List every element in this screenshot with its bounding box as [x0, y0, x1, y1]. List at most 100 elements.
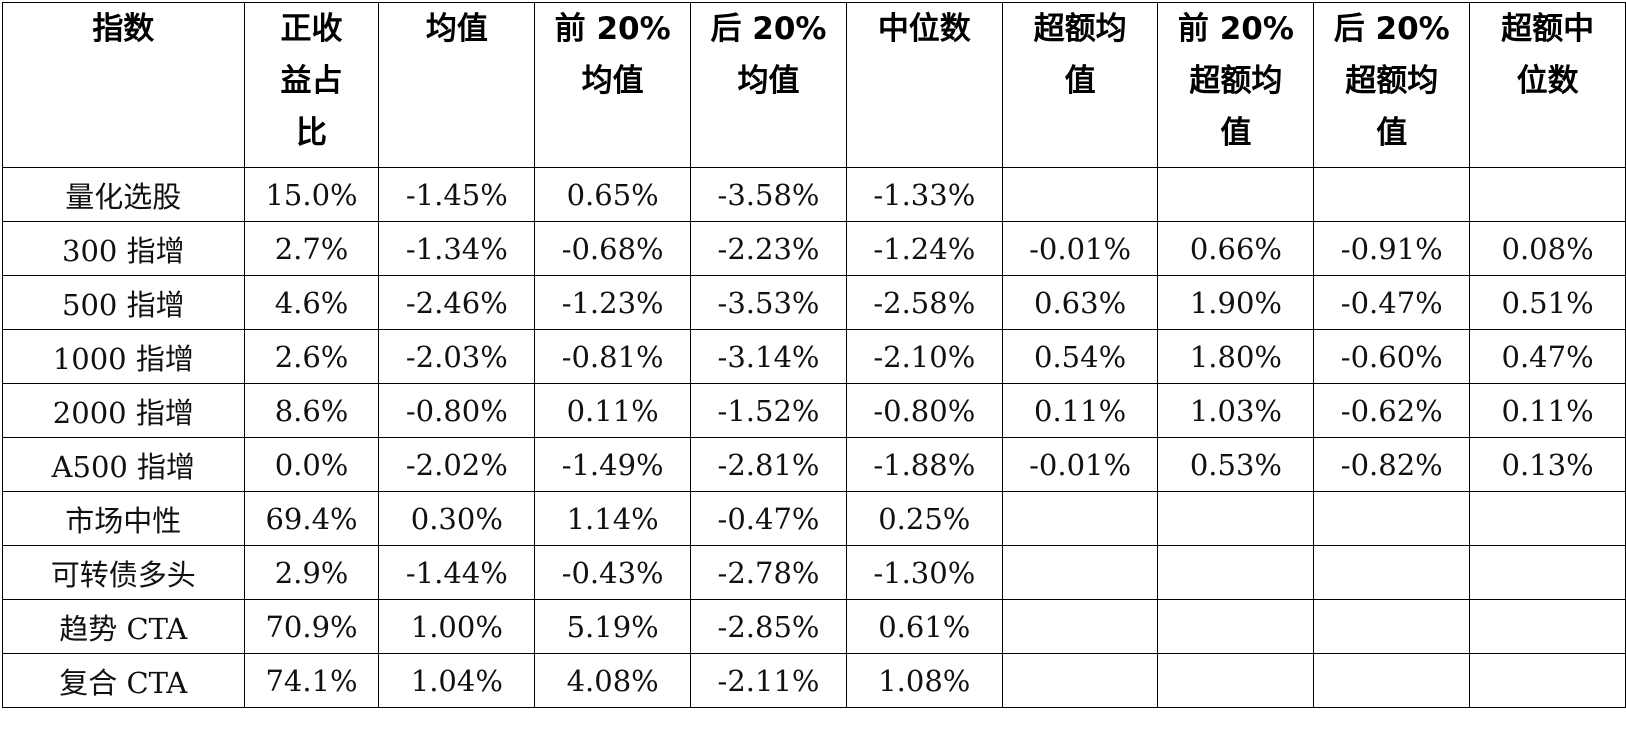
cell: 0.53%	[1157, 437, 1315, 492]
empty-cell	[1469, 545, 1626, 600]
header-cell: 超额中 位数	[1469, 2, 1626, 168]
cell: 0.61%	[845, 599, 1003, 654]
cell: 1.80%	[1157, 329, 1315, 384]
cell: -0.43%	[534, 545, 692, 600]
table-row: 2000 指增 8.6% -0.80% 0.11% -1.52% -0.80% 0.11% 1…	[2, 383, 1626, 438]
cell: -2.81%	[690, 437, 847, 492]
empty-cell	[1313, 545, 1471, 600]
cell: 1.14%	[534, 491, 692, 546]
empty-cell	[1001, 599, 1159, 654]
header-text: 超额均	[1033, 11, 1127, 47]
cell: -1.24%	[845, 221, 1003, 276]
empty-cell	[1001, 491, 1159, 546]
cell: 0.0%	[243, 437, 380, 492]
empty-cell	[1001, 167, 1159, 222]
cell: -0.82%	[1313, 437, 1471, 492]
cell: -1.45%	[378, 167, 536, 222]
header-text: 比	[296, 115, 328, 151]
header-cell: 超额均值	[1001, 2, 1159, 168]
cell: -0.01%	[1001, 437, 1159, 492]
cell: -1.34%	[378, 221, 536, 276]
cell: 1.00%	[378, 599, 536, 654]
header-text: 益占	[280, 63, 343, 99]
header-text: 正收	[280, 11, 343, 47]
cell: 2.9%	[243, 545, 380, 600]
table-row: 趋势 CTA 70.9% 1.00% 5.19% -2.85% 0.61%	[2, 599, 1626, 654]
table-row: 1000 指增 2.6% -2.03% -0.81% -3.14% -2.10% 0.54%…	[2, 329, 1626, 384]
row-label: 量化选股	[2, 167, 245, 222]
row-label: 可转债多头	[2, 545, 245, 600]
header-text: 值	[1220, 115, 1252, 151]
cell: 0.11%	[534, 383, 692, 438]
cell: 0.11%	[1469, 383, 1626, 438]
cell: -0.91%	[1313, 221, 1471, 276]
empty-cell	[1157, 545, 1315, 600]
cell: -0.01%	[1001, 221, 1159, 276]
cell: 74.1%	[243, 653, 380, 708]
cell: 70.9%	[243, 599, 380, 654]
header-cell: 后 20% 超额均值	[1313, 2, 1471, 168]
header-text: 后 20%	[1333, 11, 1450, 47]
cell: 0.25%	[845, 491, 1003, 546]
header-text: 超额中	[1501, 11, 1595, 47]
header-row: 指数 正收 益占比均值前 20% 均值后 20% 均值 中位数 超额均值前 20% 超额均值后…	[2, 2, 1626, 168]
cell: -0.62%	[1313, 383, 1471, 438]
empty-cell	[1157, 653, 1315, 708]
header-text: 中位数	[877, 11, 971, 47]
cell: -2.11%	[690, 653, 847, 708]
row-label: 300 指增	[2, 221, 245, 276]
cell: 1.04%	[378, 653, 536, 708]
header-text: 指数	[92, 11, 155, 47]
cell: 0.63%	[1001, 275, 1159, 330]
cell: -0.47%	[1313, 275, 1471, 330]
row-label: 市场中性	[2, 491, 245, 546]
empty-cell	[1157, 167, 1315, 222]
cell: -1.49%	[534, 437, 692, 492]
cell: 8.6%	[243, 383, 380, 438]
header-text: 后 20%	[710, 11, 827, 47]
header-cell: 后 20% 均值	[690, 2, 847, 168]
header-text: 均值	[425, 11, 488, 47]
cell: 4.08%	[534, 653, 692, 708]
header-cell: 正收 益占比	[243, 2, 380, 168]
cell: 2.6%	[243, 329, 380, 384]
header-text: 值	[1064, 63, 1096, 99]
cell: -1.88%	[845, 437, 1003, 492]
row-label: 1000 指增	[2, 329, 245, 384]
cell: -1.52%	[690, 383, 847, 438]
cell: 1.90%	[1157, 275, 1315, 330]
cell: -0.47%	[690, 491, 847, 546]
cell: 0.65%	[534, 167, 692, 222]
empty-cell	[1313, 653, 1471, 708]
cell: 4.6%	[243, 275, 380, 330]
cell: 0.11%	[1001, 383, 1159, 438]
row-label: A500 指增	[2, 437, 245, 492]
cell: -2.23%	[690, 221, 847, 276]
cell: -0.81%	[534, 329, 692, 384]
table-row: 量化选股 15.0% -1.45% 0.65% -3.58% -1.33%	[2, 167, 1626, 222]
cell: -2.78%	[690, 545, 847, 600]
header-text: 均值	[737, 63, 800, 99]
cell: -3.58%	[690, 167, 847, 222]
header-cell: 中位数	[845, 2, 1003, 168]
cell: -0.80%	[845, 383, 1003, 438]
row-label: 500 指增	[2, 275, 245, 330]
table-row: 500 指增 4.6% -2.46% -1.23% -3.53% -2.58% 0.63% 1…	[2, 275, 1626, 330]
table-row: 可转债多头 2.9% -1.44% -0.43% -2.78% -1.30%	[2, 545, 1626, 600]
table-row: 复合 CTA 74.1% 1.04% 4.08% -2.11% 1.08%	[2, 653, 1626, 708]
header-text: 位数	[1516, 63, 1579, 99]
cell: -2.03%	[378, 329, 536, 384]
header-text: 值	[1376, 115, 1408, 151]
cell: 69.4%	[243, 491, 380, 546]
header-text: 超额均	[1345, 63, 1439, 99]
cell: -2.46%	[378, 275, 536, 330]
cell: 5.19%	[534, 599, 692, 654]
cell: 0.13%	[1469, 437, 1626, 492]
cell: 0.66%	[1157, 221, 1315, 276]
table-row: A500 指增 0.0% -2.02% -1.49% -2.81% -1.88% -0.01…	[2, 437, 1626, 492]
cell: 0.08%	[1469, 221, 1626, 276]
empty-cell	[1469, 599, 1626, 654]
empty-cell	[1001, 653, 1159, 708]
empty-cell	[1157, 599, 1315, 654]
